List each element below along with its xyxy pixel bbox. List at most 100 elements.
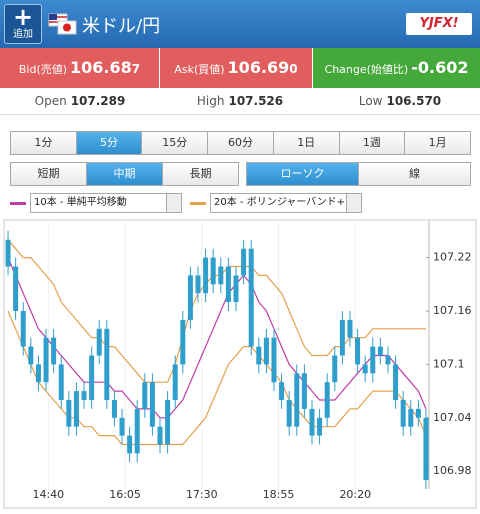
candle-body — [400, 400, 406, 427]
candle-body — [203, 257, 209, 294]
candle-body — [301, 373, 307, 409]
candle-body — [134, 408, 140, 454]
candle-body — [187, 275, 193, 320]
header: + 追加 米ドル/円 YJFX! — [0, 0, 480, 48]
candle-body — [370, 346, 376, 374]
ask-box[interactable]: Ask(買値) 106.690 — [160, 48, 312, 88]
term-button[interactable]: 長期 — [162, 162, 239, 186]
candle-body — [256, 346, 262, 365]
candle-body — [286, 400, 292, 427]
x-tick-label: 18:55 — [263, 488, 295, 501]
y-tick-label: 106.98 — [433, 464, 472, 477]
overlay-line — [7, 239, 426, 383]
candle-body — [89, 355, 95, 400]
candle-body — [20, 311, 26, 347]
term-button[interactable]: 中期 — [86, 162, 163, 186]
candle-body — [51, 337, 57, 365]
ask-pip: 0 — [289, 62, 298, 76]
period-button[interactable]: 60分 — [207, 131, 274, 155]
open-label: Open — [34, 94, 67, 108]
chart-type-button[interactable]: 線 — [358, 162, 471, 186]
candle-body — [149, 382, 155, 427]
change-value: -0.602 — [411, 58, 469, 77]
candle-body — [127, 435, 133, 454]
x-tick-label: 16:05 — [109, 488, 141, 501]
y-tick-label: 107.1 — [433, 357, 465, 370]
bb-label: 20本 - ボリンジャーバンド+1 — [214, 197, 352, 208]
term-button[interactable]: 短期 — [10, 162, 87, 186]
dropdown-arrow — [166, 194, 181, 212]
add-icon: + — [12, 3, 34, 31]
candle-body — [385, 355, 391, 365]
low-label: Low — [358, 94, 383, 108]
candle-body — [423, 417, 429, 481]
ma-label: 10本 - 単純平均移動 — [34, 197, 127, 208]
candle-body — [339, 319, 345, 356]
high: High 107.526 — [160, 88, 320, 114]
candle-body — [218, 266, 224, 285]
candle-body — [355, 337, 361, 365]
candle-body — [104, 328, 110, 400]
candle-body — [279, 382, 285, 400]
bid-label: Bid(売値) — [18, 63, 68, 76]
candle-body — [66, 400, 72, 427]
x-tick-label: 17:30 — [186, 488, 218, 501]
bid-box[interactable]: Bid(売値) 106.687 — [0, 48, 159, 88]
ma-swatch — [10, 202, 26, 205]
candle-body — [210, 257, 216, 285]
candle-body — [241, 248, 247, 276]
high-value: 107.526 — [228, 94, 284, 108]
dropdown-arrow — [346, 194, 361, 212]
period-button[interactable]: 1週 — [338, 131, 406, 155]
change-box: Change(始値比) -0.602 — [313, 48, 480, 88]
x-tick-label: 14:40 — [32, 488, 64, 501]
candle-body — [142, 382, 148, 409]
period-button[interactable]: 1日 — [272, 131, 340, 155]
candle-body — [81, 391, 87, 400]
candle-body — [377, 346, 383, 356]
candle-body — [233, 275, 239, 303]
bb-swatch — [190, 202, 206, 205]
candle-body — [347, 319, 353, 338]
candle-body — [317, 417, 323, 436]
candle-body — [5, 239, 11, 267]
change-label: Change(始値比) — [324, 63, 409, 76]
ma-select[interactable]: 10本 - 単純平均移動 — [30, 193, 182, 213]
candle-body — [415, 408, 421, 418]
candle-body — [294, 373, 300, 427]
candle-body — [332, 355, 338, 383]
low: Low 106.570 — [320, 88, 480, 114]
chart-frame — [3, 219, 477, 509]
overlay-line — [7, 257, 427, 419]
period-button[interactable]: 15分 — [141, 131, 209, 155]
candle-body — [309, 408, 315, 436]
candle-body — [180, 319, 186, 365]
period-button[interactable]: 1分 — [10, 131, 77, 155]
open-value: 107.289 — [70, 94, 126, 108]
low-value: 106.570 — [386, 94, 442, 108]
candle-body — [43, 337, 49, 383]
bid-pip: 7 — [131, 62, 141, 76]
candle-body — [393, 364, 399, 400]
flag-icon — [48, 13, 77, 35]
period-button[interactable]: 5分 — [75, 131, 143, 155]
add-button[interactable]: + 追加 — [4, 4, 42, 44]
divider — [0, 114, 480, 115]
high-label: High — [196, 94, 225, 108]
candle-body — [165, 400, 171, 445]
currency-pair: 米ドル/円 — [82, 16, 161, 37]
open: Open 107.289 — [0, 88, 160, 114]
candle-body — [96, 328, 102, 356]
add-label: 追加 — [13, 29, 33, 40]
candle-body — [119, 417, 125, 436]
chart-type-button[interactable]: ローソク — [246, 162, 359, 186]
candle-body — [28, 346, 34, 365]
y-tick-label: 107.16 — [433, 304, 472, 317]
ask-value: 106.69 — [227, 58, 290, 77]
bb-select[interactable]: 20本 - ボリンジャーバンド+1 — [210, 193, 362, 213]
candle-body — [225, 266, 231, 303]
period-button[interactable]: 1月 — [404, 131, 471, 155]
candle-body — [362, 364, 368, 374]
y-tick-label: 107.22 — [433, 251, 472, 264]
